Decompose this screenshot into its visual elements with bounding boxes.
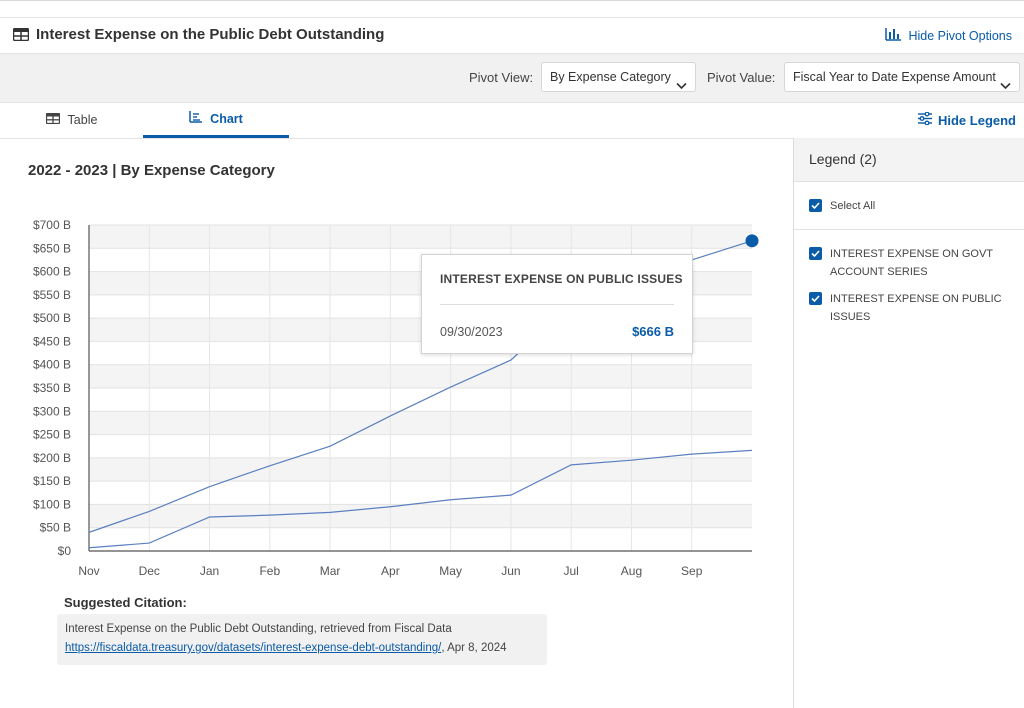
legend-title: Legend (2): [794, 138, 1024, 182]
chevron-down-icon: [676, 72, 687, 100]
sliders-icon: [917, 111, 932, 128]
pivot-view-value: By Expense Category: [550, 70, 671, 84]
grid-band: [89, 504, 752, 528]
chart-heading: 2022 - 2023 | By Expense Category: [28, 162, 275, 179]
pivot-view-label: Pivot View:: [469, 70, 534, 85]
grid-band: [89, 364, 752, 388]
y-tick-label: $200 B: [33, 451, 71, 465]
citation-label: Suggested Citation:: [64, 595, 187, 610]
x-tick-label: May: [439, 564, 462, 578]
x-tick-label: Jan: [200, 564, 219, 578]
table-icon: [45, 112, 60, 127]
pivot-value-value: Fiscal Year to Date Expense Amount: [793, 70, 996, 84]
legend-item-label: INTEREST EXPENSE ON PUBLIC ISSUES: [830, 293, 1002, 323]
checkbox-checked-icon[interactable]: [809, 199, 822, 212]
tab-chart[interactable]: Chart: [143, 102, 289, 138]
grid-band: [89, 225, 752, 249]
tooltip-series-name: INTEREST EXPENSE ON PUBLIC ISSUES: [440, 272, 683, 286]
checkbox-checked-icon[interactable]: [809, 247, 822, 260]
y-tick-label: $400 B: [33, 358, 71, 372]
legend-divider: [794, 229, 1024, 230]
tooltip-date: 09/30/2023: [440, 325, 503, 339]
bar-chart-icon: [885, 28, 902, 44]
legend-item-public-issues[interactable]: INTEREST EXPENSE ON PUBLIC ISSUES: [809, 290, 1009, 326]
y-tick-label: $500 B: [33, 311, 71, 325]
legend-item-govt-account-series[interactable]: INTEREST EXPENSE ON GOVT ACCOUNT SERIES: [809, 245, 1009, 281]
pivot-options-bar: Pivot View: By Expense Category Pivot Va…: [0, 53, 1024, 103]
tooltip-value: $666 B: [632, 324, 674, 339]
citation-link[interactable]: https://fiscaldata.treasury.gov/datasets…: [65, 642, 442, 654]
hide-pivot-label: Hide Pivot Options: [908, 29, 1012, 43]
y-tick-label: $600 B: [33, 265, 71, 279]
y-tick-label: $250 B: [33, 428, 71, 442]
hide-pivot-options-button[interactable]: Hide Pivot Options: [885, 28, 1012, 44]
y-tick-label: $50 B: [40, 521, 71, 535]
chevron-down-icon: [1000, 72, 1011, 100]
y-tick-label: $450 B: [33, 334, 71, 348]
y-tick-label: $0: [58, 544, 72, 558]
hide-legend-button[interactable]: Hide Legend: [917, 111, 1016, 128]
x-tick-label: Feb: [259, 564, 280, 578]
x-tick-label: Mar: [320, 564, 341, 578]
select-all-label: Select All: [830, 200, 876, 212]
checkbox-checked-icon[interactable]: [809, 292, 822, 305]
x-tick-label: Jun: [501, 564, 520, 578]
view-tabs: Table Chart Hide Legend: [0, 102, 1024, 139]
citation-box: Interest Expense on the Public Debt Outs…: [57, 614, 547, 665]
series-line-govt-account-series: [88, 449, 753, 549]
x-tick-label: Nov: [78, 564, 99, 578]
chart-icon: [189, 111, 203, 126]
tab-table[interactable]: Table: [0, 102, 143, 138]
y-tick-label: $150 B: [33, 474, 71, 488]
pivot-view-select[interactable]: By Expense Category: [541, 62, 696, 92]
y-tick-label: $300 B: [33, 404, 71, 418]
top-divider: [0, 0, 1024, 1]
y-tick-label: $650 B: [33, 241, 71, 255]
y-tick-label: $700 B: [33, 218, 71, 232]
y-tick-label: $100 B: [33, 497, 71, 511]
x-tick-label: Aug: [621, 564, 642, 578]
pivot-value-label: Pivot Value:: [707, 70, 776, 85]
grid-band: [89, 457, 752, 482]
chart-tooltip: INTEREST EXPENSE ON PUBLIC ISSUES 09/30/…: [421, 254, 693, 354]
x-tick-label: Jul: [564, 564, 579, 578]
tab-table-label: Table: [67, 113, 98, 127]
citation-date: , Apr 8, 2024: [441, 642, 507, 654]
x-tick-label: Sep: [681, 564, 703, 578]
legend-item-label: INTEREST EXPENSE ON GOVT ACCOUNT SERIES: [830, 248, 993, 278]
dataset-header: Interest Expense on the Public Debt Outs…: [0, 17, 1024, 54]
y-tick-label: $550 B: [33, 288, 71, 302]
tab-chart-label: Chart: [210, 111, 243, 126]
pivot-value-select[interactable]: Fiscal Year to Date Expense Amount: [784, 62, 1020, 92]
page-title: Interest Expense on the Public Debt Outs…: [36, 26, 385, 43]
citation-text: Interest Expense on the Public Debt Outs…: [65, 623, 452, 635]
legend-select-all[interactable]: Select All: [809, 197, 875, 215]
x-tick-label: Dec: [139, 564, 160, 578]
y-tick-label: $350 B: [33, 381, 71, 395]
hide-legend-label: Hide Legend: [937, 112, 1016, 128]
legend-panel: Legend (2) Select All INTEREST EXPENSE O…: [793, 138, 1024, 708]
highlight-point: [745, 234, 759, 248]
x-tick-label: Apr: [381, 564, 400, 578]
table-icon: [12, 27, 30, 46]
citation-line-2: https://fiscaldata.treasury.gov/datasets…: [65, 642, 507, 654]
tooltip-divider: [440, 304, 674, 305]
grid-band: [89, 411, 752, 435]
